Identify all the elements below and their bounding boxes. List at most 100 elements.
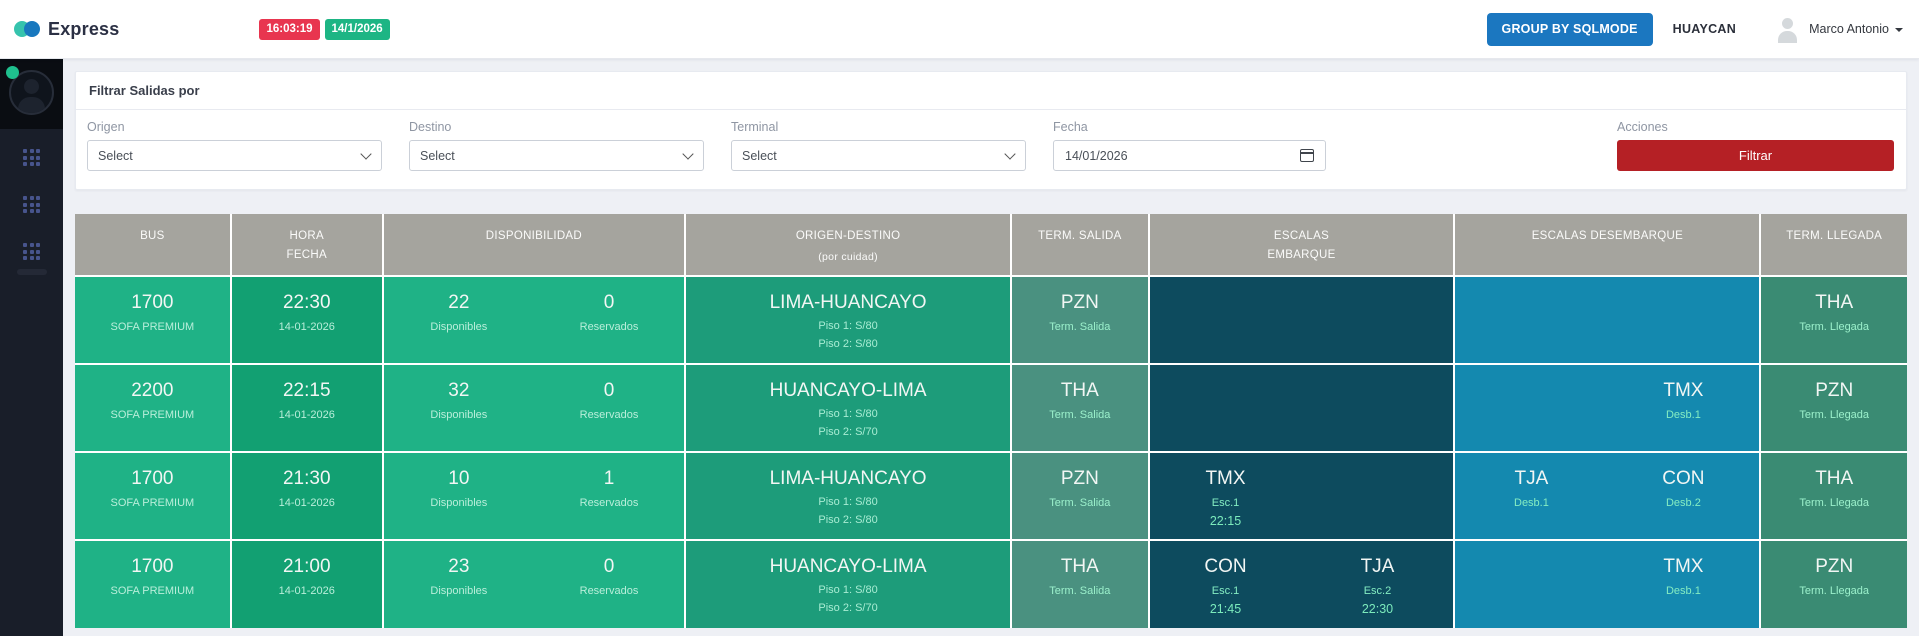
escalas-desembarque-cell [1454,276,1762,365]
col-escalas-desembarque: ESCALAS DESEMBARQUE [1454,214,1762,277]
departure-row[interactable]: 1700 SOFA PREMIUM 21:00 14-01-2026 23 Di… [75,540,1907,628]
term-salida-cell: PZN Term. Salida [1011,276,1150,365]
departure-time: 22:15 [282,380,331,401]
table-header-row: BUS HORA FECHA DISPONIBILIDAD ORIGEN-DEST… [75,214,1907,277]
llegada-label: Term. Llegada [1799,585,1870,597]
desembarque-2-code: TMX [1663,556,1704,577]
group-by-sqlmode-button[interactable]: GROUP BY SQLMODE [1486,12,1653,46]
route-name: HUANCAYO-LIMA [769,556,927,577]
destino-label: Destino [409,120,452,134]
bus-number: 1700 [131,468,174,489]
destino-select[interactable]: Select [409,140,704,171]
origen-select[interactable]: Select [87,140,382,171]
sidebar-avatar-block[interactable] [0,59,63,129]
apps-grid-icon [23,243,40,261]
chevron-down-icon[interactable] [1895,28,1903,32]
escalas-embarque-cell: TMX Esc.1 22:15 [1148,452,1456,541]
sidebar-menu-item-3[interactable] [0,243,63,261]
sidebar-menu-item-1[interactable] [0,149,63,167]
departure-date: 14-01-2026 [278,585,335,597]
piso2-price: Piso 2: S/80 [818,338,878,350]
piso1-price: Piso 1: S/80 [818,496,878,508]
col-term-salida: TERM. SALIDA [1011,214,1150,277]
col-disponibilidad: DISPONIBILIDAD [382,214,687,277]
departure-row[interactable]: 2200 SOFA PREMIUM 22:15 14-01-2026 32 Di… [75,364,1907,453]
date-badge: 14/1/2026 [324,18,390,40]
origen-select-wrap: Select [87,140,382,171]
available-count: 23 [448,556,470,577]
salida-code: PZN [1060,292,1099,313]
departure-date: 14-01-2026 [278,497,335,509]
fecha-value: 14/01/2026 [1065,148,1128,163]
reserved-count: 0 [603,380,615,401]
desembarque-1-code: TJA [1514,468,1549,489]
departure-time: 21:30 [282,468,331,489]
brand-logo-icon [14,19,44,39]
user-avatar[interactable] [1774,16,1801,43]
apps-grid-icon [23,149,40,167]
route-name: LIMA-HUANCAYO [769,468,927,489]
brand[interactable]: Express [14,19,119,40]
origen-destino-cell: LIMA-HUANCAYO Piso 1: S/80 Piso 2: S/80 [685,452,1013,541]
col-term-llegada: TERM. LLEGADA [1760,214,1907,277]
embarque-2-time: 22:30 [1361,602,1394,616]
llegada-label: Term. Llegada [1799,497,1870,509]
salida-code: PZN [1060,468,1099,489]
desembarque-2-label: Desb.1 [1665,585,1701,597]
col-origen-destino: ORIGEN-DESTINO (por cuidad) [685,214,1013,277]
salida-label: Term. Salida [1049,321,1111,333]
sidebar-avatar [9,70,54,115]
hora-fecha-cell: 22:30 14-01-2026 [230,276,384,365]
piso2-price: Piso 2: S/70 [818,426,878,438]
destino-select-wrap: Select [409,140,704,171]
disponibilidad-cell: 10 Disponibles 1 Reservados [382,452,687,541]
escalas-embarque-cell [1148,276,1456,365]
terminal-select-wrap: Select [731,140,1026,171]
user-menu[interactable]: Marco Antonio [1809,22,1889,36]
departure-row[interactable]: 1700 SOFA PREMIUM 21:30 14-01-2026 10 Di… [75,452,1907,541]
fecha-label: Fecha [1053,120,1088,134]
bus-type: SOFA PREMIUM [110,585,195,597]
origen-destino-cell: HUANCAYO-LIMA Piso 1: S/80 Piso 2: S/70 [685,364,1013,453]
desembarque-2-code: TMX [1663,380,1704,401]
bus-number: 1700 [131,292,174,313]
terminal-select[interactable]: Select [731,140,1026,171]
terminal-label: Terminal [731,120,779,134]
escalas-desembarque-cell: TMX Desb.1 [1454,364,1762,453]
sidebar-menu-item-2[interactable] [0,196,63,214]
salida-code: THA [1060,380,1099,401]
origen-destino-cell: HUANCAYO-LIMA Piso 1: S/80 Piso 2: S/70 [685,540,1013,628]
calendar-icon[interactable] [1300,149,1314,162]
sidebar-menu [0,129,63,261]
piso2-price: Piso 2: S/80 [818,514,878,526]
desembarque-1-label: Desb.1 [1514,497,1549,509]
bus-cell: 1700 SOFA PREMIUM [75,540,232,628]
reserved-label: Reservados [579,321,639,333]
col-bus: BUS [75,214,232,277]
filtrar-button[interactable]: Filtrar [1617,140,1894,171]
term-salida-cell: PZN Term. Salida [1011,452,1150,541]
disponibilidad-cell: 22 Disponibles 0 Reservados [382,276,687,365]
salida-label: Term. Salida [1049,585,1111,597]
term-llegada-cell: THA Term. Llegada [1760,276,1907,365]
filter-panel-title: Filtrar Salidas por [76,72,1906,110]
fecha-input[interactable]: 14/01/2026 [1053,140,1326,171]
salida-label: Term. Salida [1049,497,1111,509]
term-salida-cell: THA Term. Salida [1011,364,1150,453]
departure-row[interactable]: 1700 SOFA PREMIUM 22:30 14-01-2026 22 Di… [75,276,1907,365]
embarque-2-label: Esc.2 [1363,585,1392,597]
desembarque-2-label: Desb.2 [1665,497,1701,509]
piso1-price: Piso 1: S/80 [818,408,878,420]
hora-fecha-cell: 22:15 14-01-2026 [230,364,384,453]
term-llegada-cell: PZN Term. Llegada [1760,540,1907,628]
hora-fecha-cell: 21:30 14-01-2026 [230,452,384,541]
time-badge: 16:03:19 [259,18,320,40]
embarque-1-time: 22:15 [1209,514,1242,528]
available-label: Disponibles [430,585,488,597]
llegada-code: THA [1815,292,1854,313]
piso2-price: Piso 2: S/70 [818,602,878,614]
available-count: 32 [448,380,470,401]
route-name: LIMA-HUANCAYO [769,292,927,313]
top-navbar: Express 16:03:19 14/1/2026 GROUP BY SQLM… [0,0,1919,59]
available-count: 10 [448,468,470,489]
